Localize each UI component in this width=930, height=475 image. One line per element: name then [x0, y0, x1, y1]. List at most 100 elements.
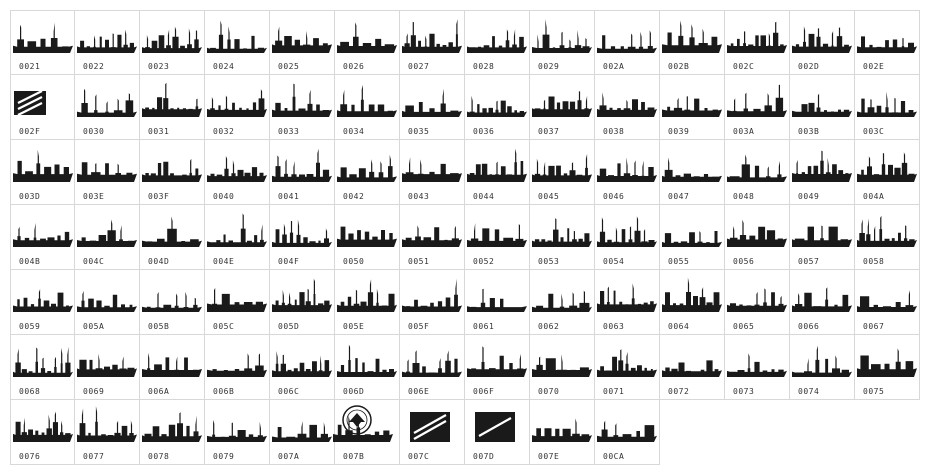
glyph-cell[interactable]: 004B: [10, 205, 75, 270]
glyph-cell[interactable]: 0035: [400, 75, 465, 140]
glyph-cell[interactable]: 0054: [595, 205, 660, 270]
glyph-cell[interactable]: 002F: [10, 75, 75, 140]
glyph-cell[interactable]: 0036: [465, 75, 530, 140]
glyph-cell[interactable]: 0063: [595, 270, 660, 335]
glyph-cell[interactable]: 0070: [530, 335, 595, 400]
glyph-cell[interactable]: 003C: [855, 75, 920, 140]
glyph-cell[interactable]: 0044: [465, 140, 530, 205]
glyph-cell[interactable]: 006F: [465, 335, 530, 400]
glyph-cell[interactable]: 006A: [140, 335, 205, 400]
glyph-cell[interactable]: 0050: [335, 205, 400, 270]
glyph-cell[interactable]: 002D: [790, 10, 855, 75]
glyph-cell[interactable]: 006B: [205, 335, 270, 400]
glyph-cell[interactable]: 0051: [400, 205, 465, 270]
glyph-cell[interactable]: 0064: [660, 270, 725, 335]
glyph-cell[interactable]: 007D: [465, 400, 530, 465]
glyph-cell[interactable]: 005E: [335, 270, 400, 335]
glyph-cell[interactable]: 006E: [400, 335, 465, 400]
glyph-cell[interactable]: 0079: [205, 400, 270, 465]
glyph-cell[interactable]: 0028: [465, 10, 530, 75]
glyph-cell[interactable]: 007C: [400, 400, 465, 465]
glyph-cell[interactable]: 0061: [465, 270, 530, 335]
glyph-code: 002B: [668, 62, 690, 71]
glyph-cell[interactable]: 0026: [335, 10, 400, 75]
glyph-code: 0043: [408, 192, 430, 201]
glyph-cell[interactable]: 005D: [270, 270, 335, 335]
glyph-cell[interactable]: 004E: [205, 205, 270, 270]
glyph-cell[interactable]: 0037: [530, 75, 595, 140]
glyph-cell[interactable]: 0066: [790, 270, 855, 335]
glyph-cell[interactable]: 0039: [660, 75, 725, 140]
glyph-cell[interactable]: 0074: [790, 335, 855, 400]
glyph-cell[interactable]: 0055: [660, 205, 725, 270]
glyph-cell[interactable]: 0033: [270, 75, 335, 140]
glyph-cell[interactable]: 0031: [140, 75, 205, 140]
glyph-cell[interactable]: 007A: [270, 400, 335, 465]
glyph-cell[interactable]: 0078: [140, 400, 205, 465]
glyph-cell[interactable]: 0067: [855, 270, 920, 335]
glyph-cell[interactable]: 00CA: [595, 400, 660, 465]
glyph-cell[interactable]: 003D: [10, 140, 75, 205]
glyph-cell[interactable]: 004D: [140, 205, 205, 270]
glyph-cell[interactable]: 003A: [725, 75, 790, 140]
glyph-cell[interactable]: 0034: [335, 75, 400, 140]
glyph-cell[interactable]: 0058: [855, 205, 920, 270]
glyph-cell[interactable]: 0075: [855, 335, 920, 400]
glyph-cell[interactable]: 005F: [400, 270, 465, 335]
glyph-cell[interactable]: 0029: [530, 10, 595, 75]
glyph-cell[interactable]: 0052: [465, 205, 530, 270]
glyph-cell[interactable]: 0048: [725, 140, 790, 205]
glyph-cell[interactable]: 003F: [140, 140, 205, 205]
glyph-cell[interactable]: 0040: [205, 140, 270, 205]
glyph-cell[interactable]: 0023: [140, 10, 205, 75]
glyph-cell[interactable]: 0056: [725, 205, 790, 270]
glyph-cell[interactable]: 004A: [855, 140, 920, 205]
glyph-cell[interactable]: 0077: [75, 400, 140, 465]
glyph-cell[interactable]: 0042: [335, 140, 400, 205]
glyph-cell[interactable]: 0045: [530, 140, 595, 205]
glyph-cell[interactable]: 006D: [335, 335, 400, 400]
glyph-cell[interactable]: 0047: [660, 140, 725, 205]
glyph-cell[interactable]: 0046: [595, 140, 660, 205]
glyph-cell[interactable]: 0043: [400, 140, 465, 205]
glyph-cell[interactable]: 0027: [400, 10, 465, 75]
glyph-cell[interactable]: 005B: [140, 270, 205, 335]
glyph-cell[interactable]: 007B: [333, 400, 400, 465]
glyph-cell[interactable]: 0076: [10, 400, 75, 465]
glyph-cell[interactable]: 0032: [205, 75, 270, 140]
glyph-cell[interactable]: 006C: [270, 335, 335, 400]
glyph-cell[interactable]: 0071: [595, 335, 660, 400]
glyph-cell[interactable]: 0059: [10, 270, 75, 335]
glyph-cell[interactable]: 005C: [205, 270, 270, 335]
glyph-cell[interactable]: 0022: [75, 10, 140, 75]
glyph-cell[interactable]: 002A: [595, 10, 660, 75]
glyph-cell[interactable]: 0072: [660, 335, 725, 400]
glyph-cell[interactable]: 0038: [595, 75, 660, 140]
glyph-code: 0062: [538, 322, 560, 331]
glyph-cell[interactable]: 0025: [270, 10, 335, 75]
glyph-cell[interactable]: 002B: [660, 10, 725, 75]
glyph-code: 0045: [538, 192, 560, 201]
glyph-cell[interactable]: 0053: [530, 205, 595, 270]
glyph-cell[interactable]: 0069: [75, 335, 140, 400]
glyph-cell[interactable]: 002C: [725, 10, 790, 75]
glyph-cell[interactable]: 002E: [855, 10, 920, 75]
glyph-cell[interactable]: 0073: [725, 335, 790, 400]
glyph-code: 0047: [668, 192, 690, 201]
glyph-cell[interactable]: 0041: [270, 140, 335, 205]
glyph-cell[interactable]: 0062: [530, 270, 595, 335]
ship-silhouette-icon: [467, 288, 527, 312]
glyph-cell[interactable]: 0065: [725, 270, 790, 335]
glyph-cell[interactable]: 003B: [790, 75, 855, 140]
glyph-cell[interactable]: 0024: [205, 10, 270, 75]
glyph-cell[interactable]: 0057: [790, 205, 855, 270]
glyph-cell[interactable]: 004C: [75, 205, 140, 270]
glyph-cell[interactable]: 005A: [75, 270, 140, 335]
glyph-cell[interactable]: 004F: [270, 205, 335, 270]
glyph-cell[interactable]: 0030: [75, 75, 140, 140]
glyph-cell[interactable]: 0021: [10, 10, 75, 75]
glyph-cell[interactable]: 0049: [790, 140, 855, 205]
glyph-cell[interactable]: 003E: [75, 140, 140, 205]
glyph-cell[interactable]: 0068: [10, 335, 75, 400]
glyph-cell[interactable]: 007E: [530, 400, 595, 465]
